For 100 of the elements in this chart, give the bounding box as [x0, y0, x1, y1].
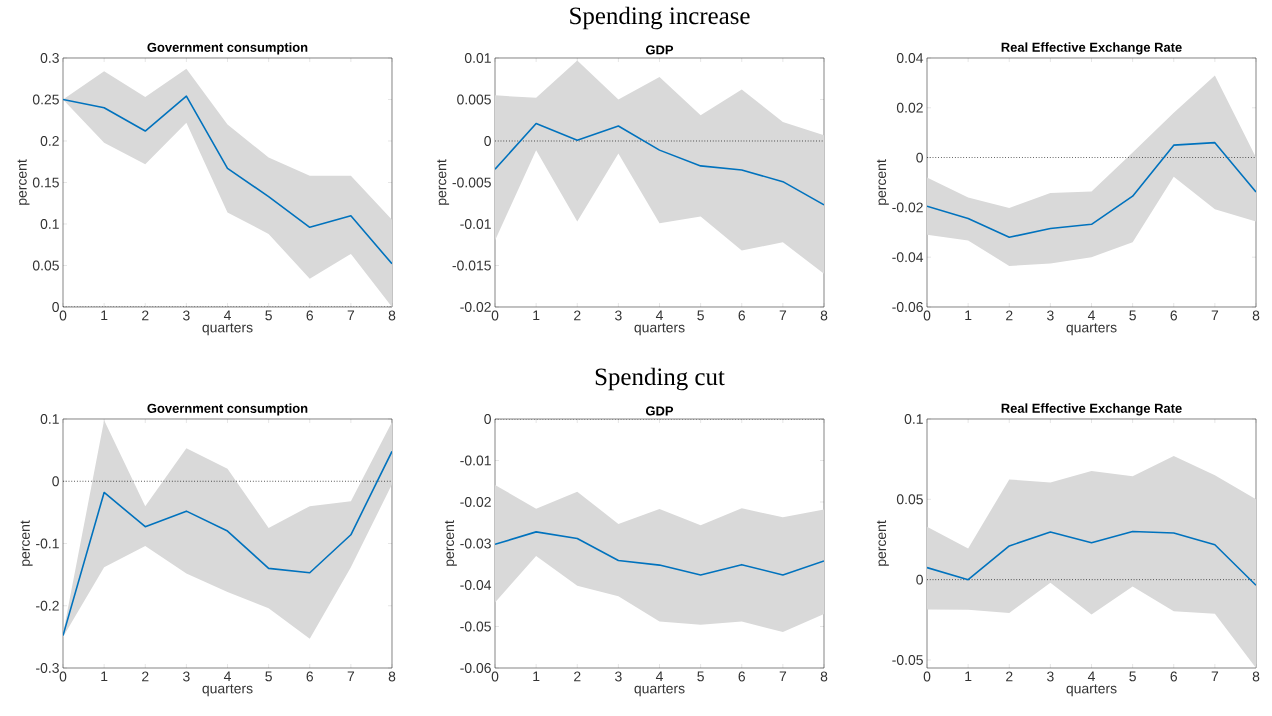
x-tick-label: 3 [183, 671, 190, 682]
x-tick-label: 6 [306, 671, 314, 682]
x-axis-title: quarters [1066, 684, 1117, 697]
x-tick-label: 8 [820, 671, 828, 682]
x-tick-label: 0 [59, 310, 67, 321]
y-tick-label: 0.3 [40, 53, 59, 63]
y-tick-label: -0.05 [892, 655, 923, 665]
x-tick-label: 3 [1047, 671, 1054, 682]
x-axis-title: quarters [1066, 323, 1117, 336]
x-tick-label: 8 [388, 310, 396, 321]
x-tick-label: 4 [223, 310, 231, 321]
x-tick-label: 2 [142, 671, 149, 682]
x-tick-label: 4 [1087, 671, 1095, 682]
x-tick-label: 5 [1129, 671, 1136, 682]
x-tick-label: 7 [347, 671, 355, 682]
y-tick-label: 0.01 [464, 53, 491, 63]
x-tick-label: 8 [1252, 310, 1260, 321]
x-tick-label: 2 [1006, 671, 1013, 682]
x-tick-label: 7 [779, 671, 787, 682]
x-tick-label: 1 [965, 671, 972, 682]
x-tick-label: 5 [697, 310, 704, 321]
y-tick-label: -0.02 [460, 497, 491, 507]
x-tick-label: 1 [533, 310, 540, 321]
x-tick-label: 2 [574, 671, 581, 682]
x-tick-label: 7 [1211, 310, 1219, 321]
x-tick-label: 8 [820, 310, 828, 321]
y-axis-title: percent [20, 520, 33, 566]
y-tick-label: 0.05 [896, 494, 923, 505]
y-tick-label: -0.03 [460, 538, 491, 549]
y-tick-label: 0 [52, 302, 59, 312]
x-tick-label: 2 [1006, 310, 1013, 321]
y-tick-label: -0.04 [892, 252, 924, 263]
y-tick-label: -0.04 [460, 580, 492, 590]
chart-title: Government consumption [147, 403, 308, 416]
y-tick-label: 0.005 [457, 94, 491, 105]
x-tick-label: 0 [59, 671, 67, 682]
x-tick-label: 4 [223, 671, 231, 682]
x-tick-label: 3 [615, 310, 622, 321]
y-tick-label: 0.04 [896, 53, 924, 63]
chart-title: Real Effective Exchange Rate [1001, 403, 1182, 416]
y-tick-label: -0.2 [36, 600, 59, 611]
x-tick-label: 6 [1170, 671, 1178, 682]
y-axis-title: percent [876, 159, 889, 205]
y-tick-label: -0.02 [892, 202, 923, 213]
y-tick-label: -0.015 [452, 260, 491, 271]
y-tick-label: 0 [916, 152, 923, 163]
y-tick-label: 0 [52, 476, 59, 487]
chart-title: GDP [646, 45, 674, 55]
x-tick-label: 8 [388, 671, 396, 682]
x-tick-label: 0 [491, 671, 499, 682]
y-tick-label: 0.15 [32, 177, 59, 188]
y-tick-label: 0.1 [904, 414, 923, 424]
y-tick-label: -0.1 [36, 538, 59, 549]
x-tick-label: 7 [779, 310, 787, 321]
y-tick-label: 0 [484, 136, 491, 146]
y-tick-label: -0.005 [452, 177, 491, 188]
x-tick-label: 0 [491, 310, 499, 321]
x-tick-label: 4 [655, 671, 663, 682]
chart-title: GDP [646, 406, 674, 416]
y-tick-label: 0 [916, 574, 923, 585]
chart-title: Real Effective Exchange Rate [1001, 42, 1182, 55]
y-tick-label: 0.02 [896, 102, 923, 113]
y-tick-label: -0.02 [460, 302, 491, 312]
x-tick-label: 1 [101, 671, 108, 682]
y-tick-label: 0.2 [40, 136, 59, 146]
x-tick-label: 4 [1087, 310, 1095, 321]
x-tick-label: 1 [965, 310, 972, 321]
chart-title: Government consumption [147, 42, 308, 55]
y-axis-title: percent [437, 159, 450, 205]
x-tick-label: 3 [615, 671, 622, 682]
y-tick-label: 0.1 [40, 414, 59, 424]
y-tick-label: 0 [484, 414, 491, 424]
y-tick-label: -0.05 [460, 621, 491, 632]
y-axis-title: percent [444, 520, 457, 566]
x-tick-label: 3 [1047, 310, 1054, 321]
y-tick-label: -0.01 [460, 455, 491, 466]
text: Spending increase [570, 6, 750, 30]
y-tick-label: 0.05 [32, 260, 59, 271]
x-axis-title: quarters [202, 684, 253, 697]
x-tick-label: 8 [1252, 671, 1260, 682]
x-tick-label: 6 [738, 671, 746, 682]
x-tick-label: 6 [1170, 310, 1178, 321]
y-tick-label: -0.01 [460, 219, 491, 229]
y-tick-label: -0.06 [892, 302, 923, 312]
x-tick-label: 7 [1211, 671, 1219, 682]
x-tick-label: 6 [738, 310, 746, 321]
y-tick-label: 0.1 [40, 219, 59, 229]
y-tick-label: -0.3 [36, 663, 59, 673]
text: Spending cut [595, 367, 725, 391]
x-tick-label: 6 [306, 310, 314, 321]
x-tick-label: 5 [1129, 310, 1136, 321]
y-tick-label: 0.25 [32, 94, 59, 105]
x-tick-label: 2 [142, 310, 149, 321]
x-axis-title: quarters [634, 684, 685, 697]
y-axis-title: percent [17, 159, 30, 205]
x-tick-label: 3 [183, 310, 190, 321]
x-tick-label: 7 [347, 310, 355, 321]
x-axis-title: quarters [634, 323, 685, 336]
x-tick-label: 5 [265, 310, 272, 321]
x-tick-label: 1 [101, 310, 108, 321]
